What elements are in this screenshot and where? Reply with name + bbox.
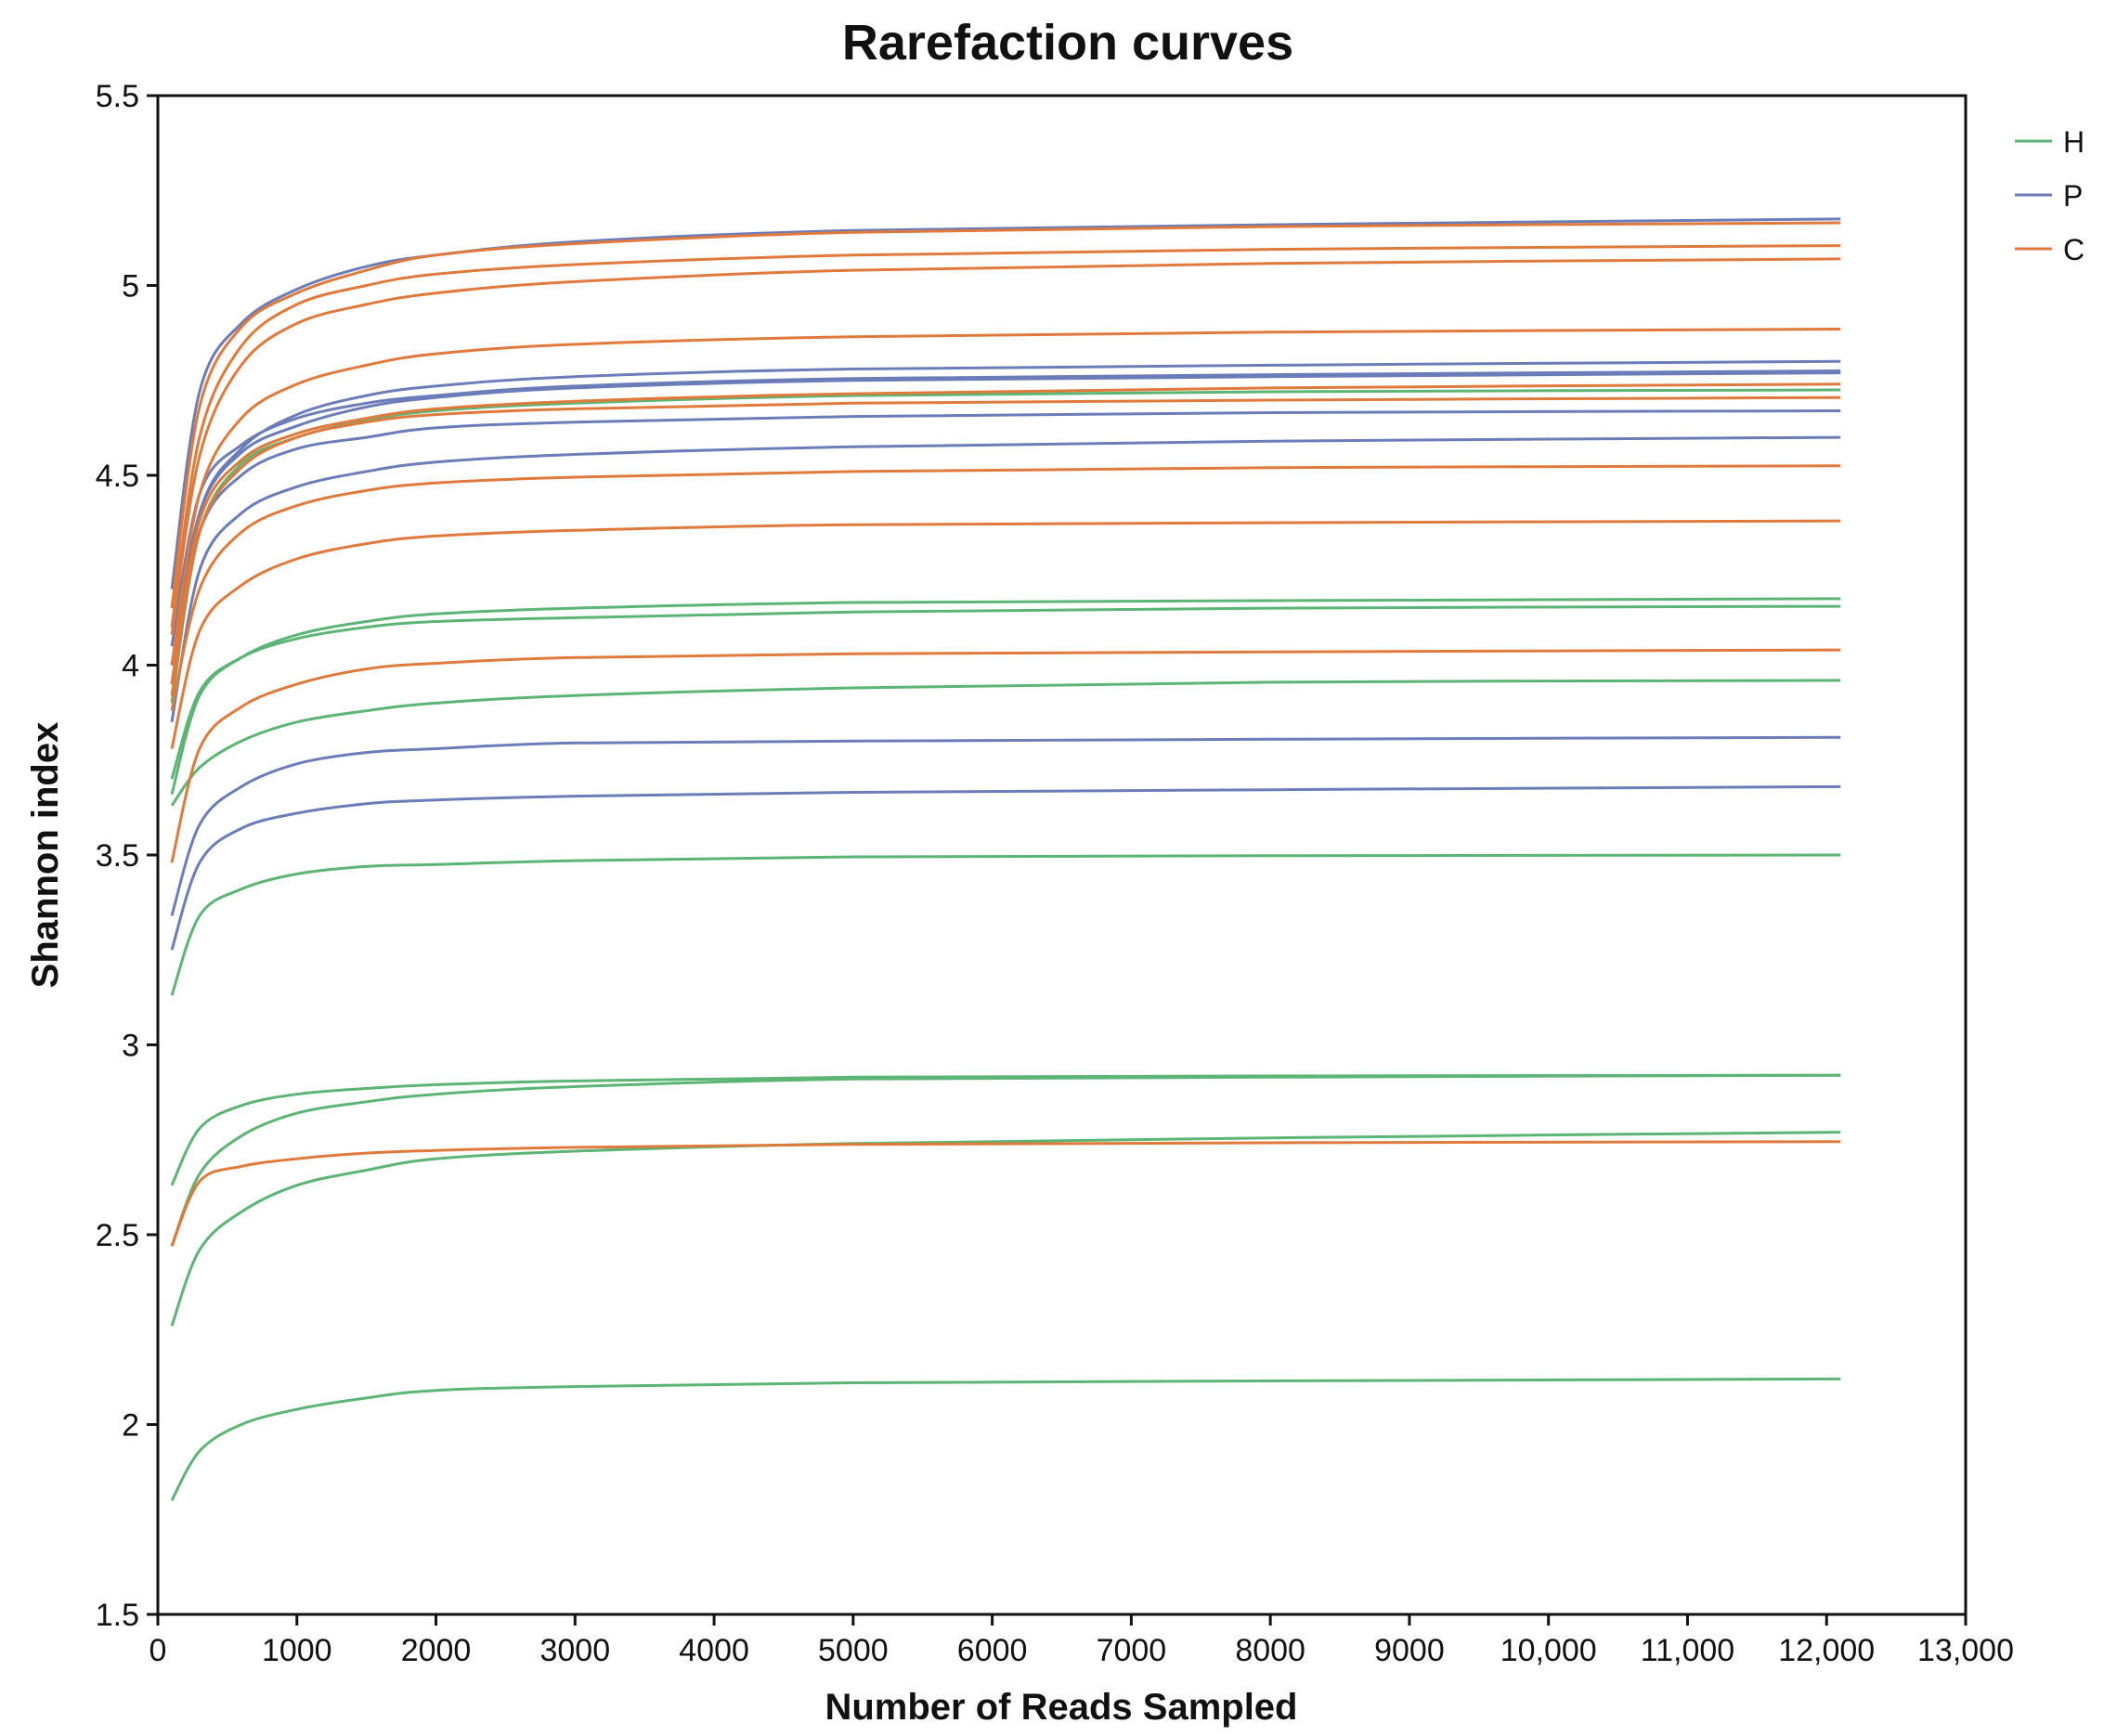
x-tick-label: 3000 xyxy=(539,1633,610,1668)
series-line-p-16 xyxy=(170,359,1841,685)
series-line-c-19 xyxy=(170,648,1841,863)
y-tick-label: 1.5 xyxy=(96,1598,139,1633)
x-tick-label: 10,000 xyxy=(1500,1633,1597,1668)
legend-label-p: P xyxy=(2063,179,2083,213)
x-tick-label: 1000 xyxy=(262,1633,332,1668)
series-line-p-13 xyxy=(170,409,1841,685)
series-line-h-2 xyxy=(170,1131,1841,1327)
x-tick-label: 6000 xyxy=(957,1633,1028,1668)
legend-label-h: H xyxy=(2063,125,2085,159)
legend: HPC xyxy=(2015,125,2085,266)
series-line-p-14 xyxy=(170,371,1841,666)
series-line-c-26 xyxy=(170,244,1841,628)
x-tick-label: 0 xyxy=(149,1633,167,1668)
x-tick-label: 12,000 xyxy=(1778,1633,1875,1668)
x-axis: 0 1000 2000 3000 4000 5000 6000 7000 8000 9000 10,… xyxy=(149,1614,2014,1668)
series-line-c-22 xyxy=(170,395,1841,696)
x-tick-label: 13,000 xyxy=(1917,1633,2014,1668)
x-tick-label: 11,000 xyxy=(1641,1633,1734,1668)
series-line-h-1 xyxy=(170,1377,1841,1502)
x-tick-label: 2000 xyxy=(401,1633,472,1668)
series-line-p-10 xyxy=(170,784,1841,951)
series-line-p-15 xyxy=(170,369,1841,647)
y-tick-label: 5 xyxy=(122,269,139,304)
series-line-p-12 xyxy=(170,435,1841,723)
x-tick-label: 8000 xyxy=(1235,1633,1305,1668)
series-line-c-18 xyxy=(170,1140,1841,1247)
chart-title: Rarefaction curves xyxy=(842,15,1293,71)
y-axis-label: Shannon index xyxy=(25,722,66,989)
series-line-h-9 xyxy=(170,388,1841,704)
series-line-h-7 xyxy=(170,604,1841,780)
x-axis-label: Number of Reads Sampled xyxy=(825,1687,1297,1728)
series-line-p-17 xyxy=(170,217,1841,589)
series-line-c-21 xyxy=(170,464,1841,711)
series-line-h-5 xyxy=(170,853,1841,996)
series-line-c-23 xyxy=(170,382,1841,685)
y-tick-label: 3.5 xyxy=(96,838,139,874)
series-line-c-27 xyxy=(170,221,1841,609)
x-tick-label: 5000 xyxy=(818,1633,889,1668)
y-tick-label: 2.5 xyxy=(96,1218,139,1253)
series-line-p-11 xyxy=(170,735,1841,916)
series-line-h-8 xyxy=(170,597,1841,796)
y-tick-label: 3 xyxy=(122,1029,139,1064)
x-tick-label: 4000 xyxy=(679,1633,749,1668)
series-line-c-24 xyxy=(170,328,1841,666)
y-tick-label: 4 xyxy=(122,649,139,684)
series-line-c-20 xyxy=(170,519,1841,749)
series-line-h-4 xyxy=(170,1073,1841,1186)
series-lines xyxy=(170,217,1841,1502)
x-tick-label: 7000 xyxy=(1097,1633,1167,1668)
series-line-h-6 xyxy=(170,679,1841,807)
legend-label-c: C xyxy=(2063,233,2085,266)
y-tick-label: 5.5 xyxy=(96,79,139,114)
y-axis: 1.5 2 2.5 3 3.5 4 4.5 5 5.5 xyxy=(96,79,158,1633)
x-tick-label: 9000 xyxy=(1374,1633,1445,1668)
y-tick-label: 4.5 xyxy=(96,459,139,494)
y-tick-label: 2 xyxy=(122,1408,139,1444)
series-line-c-25 xyxy=(170,257,1841,636)
